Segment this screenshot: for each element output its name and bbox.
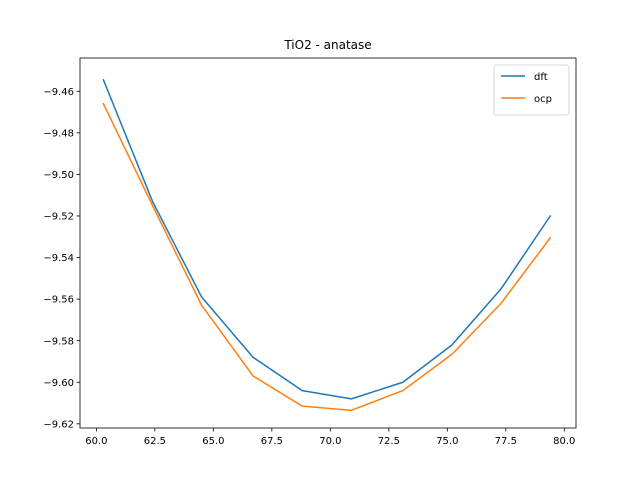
series-line-dft <box>102 78 552 400</box>
legend-label-ocp: ocp <box>534 94 552 105</box>
legend: dft ocp <box>493 64 570 116</box>
axes-background <box>80 58 576 428</box>
legend-box <box>493 64 570 116</box>
y-tick-label: −9.46 <box>43 87 74 98</box>
x-tick-label: 65.0 <box>202 436 224 447</box>
y-tick-label: −9.52 <box>43 212 74 223</box>
x-tick-label: 67.5 <box>261 436 283 447</box>
x-tick-label: 75.0 <box>436 436 458 447</box>
series-line-ocp <box>102 102 552 412</box>
y-tick-label: −9.58 <box>43 336 74 347</box>
y-tick-label: −9.48 <box>43 128 74 139</box>
axes-frame <box>79 57 577 429</box>
y-axis: −9.46 −9.48 −9.50 −9.52 −9.54 −9.56 −9.58 −9.60… <box>43 87 80 430</box>
plot-area <box>79 57 577 429</box>
x-tick-label: 60.0 <box>85 436 107 447</box>
y-tick-label: −9.54 <box>43 253 74 264</box>
chart-title: TiO2 - anatase <box>283 38 371 52</box>
x-tick-label: 62.5 <box>144 436 166 447</box>
y-tick-label: −9.60 <box>43 378 74 389</box>
x-tick-label: 72.5 <box>378 436 400 447</box>
y-tick-label: −9.56 <box>43 295 74 306</box>
x-tick-label: 80.0 <box>553 436 575 447</box>
x-tick-label: 77.5 <box>495 436 517 447</box>
y-tick-label: −9.62 <box>43 419 74 430</box>
y-tick-label: −9.50 <box>43 170 74 181</box>
x-tick-label: 70.0 <box>319 436 341 447</box>
series-lines <box>102 78 552 412</box>
legend-label-dft: dft <box>534 72 548 83</box>
x-axis: 60.0 62.5 65.0 67.5 70.0 72.5 75.0 77.5 80.0 <box>85 428 575 447</box>
